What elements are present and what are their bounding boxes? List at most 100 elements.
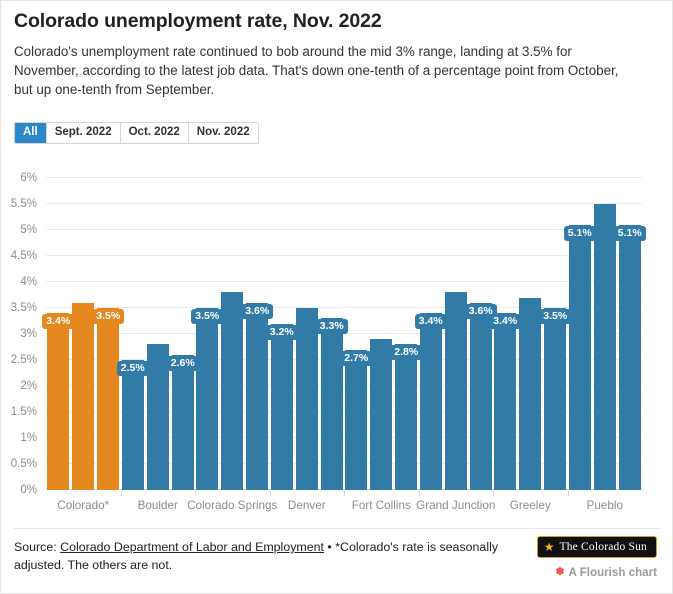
bar[interactable] — [419, 313, 442, 490]
bar-value-label: 3.4% — [489, 314, 522, 330]
bar[interactable] — [618, 224, 641, 490]
gridline — [46, 463, 642, 464]
chart-header: Colorado unemployment rate, Nov. 2022 Co… — [14, 10, 654, 99]
y-axis-tick-label: 3.5% — [10, 302, 37, 314]
bar[interactable] — [469, 302, 492, 490]
bar[interactable] — [270, 323, 293, 490]
chart-plot-area: 3.4% 3.5% 2.5% 2.6% 3.5% 3.6% 3.2% 3.3% 2.7% 2.8%… — [0, 165, 673, 520]
bar-value-label: 5.1% — [563, 225, 596, 241]
bar[interactable] — [519, 297, 542, 490]
sun-icon: ★ — [543, 540, 555, 554]
card-border-top — [0, 0, 673, 1]
card-border-left — [0, 0, 1, 594]
flourish-credit[interactable]: ❄ A Flourish chart — [555, 566, 657, 579]
flourish-flower-icon: ❄ — [555, 566, 565, 578]
gridline — [46, 177, 642, 178]
bar-value-label: 2.5% — [116, 360, 149, 376]
bar-value-label: 3.5% — [539, 308, 572, 324]
gridline — [46, 489, 642, 490]
bar-value-label: 5.1% — [613, 225, 646, 241]
y-axis-tick-label: 2% — [20, 380, 37, 392]
bar-value-label: 2.8% — [390, 345, 423, 361]
bar-value-label: 3.5% — [92, 308, 125, 324]
x-axis-tick-label: Pueblo — [586, 499, 623, 512]
bar-value-label: 3.3% — [315, 319, 348, 335]
x-axis-tick-label: Colorado Springs — [187, 499, 278, 512]
bar-value-label: 3.5% — [191, 308, 224, 324]
y-axis-tick-label: 5% — [20, 224, 37, 236]
x-axis-separator — [567, 490, 569, 496]
gridline — [46, 281, 642, 282]
bar[interactable] — [370, 339, 393, 490]
colorado-sun-logo-text: The Colorado Sun — [559, 541, 647, 553]
y-axis-tick-label: 4% — [20, 276, 37, 288]
bar[interactable] — [121, 360, 144, 490]
bar[interactable] — [221, 292, 244, 490]
bar-value-label: 2.7% — [340, 350, 373, 366]
bar-value-label: 3.6% — [464, 303, 497, 319]
chart-footer: Source: Colorado Department of Labor and… — [0, 528, 673, 594]
y-axis-tick-label: 5.5% — [10, 198, 37, 210]
bar[interactable] — [97, 308, 120, 490]
chart-subtitle: Colorado's unemployment rate continued t… — [14, 44, 619, 98]
footer-divider — [14, 528, 659, 529]
bar[interactable] — [544, 308, 567, 490]
bar[interactable] — [494, 313, 517, 490]
x-axis-tick-label: Boulder — [137, 499, 178, 512]
x-axis-tick-label: Greeley — [509, 499, 551, 512]
bar[interactable] — [246, 302, 269, 490]
month-filter-tabs[interactable]: All Sept. 2022 Oct. 2022 Nov. 2022 — [14, 122, 259, 144]
x-axis-tick-label: Fort Collins — [351, 499, 411, 512]
x-axis-separator — [344, 490, 345, 496]
gridline — [46, 411, 642, 412]
source-link[interactable]: Colorado Department of Labor and Employm… — [60, 540, 324, 554]
x-axis-separator — [269, 490, 271, 496]
gridline — [46, 385, 642, 386]
bar[interactable] — [593, 204, 616, 490]
bar[interactable] — [47, 313, 70, 490]
source-note: Source: Colorado Department of Labor and… — [14, 539, 514, 575]
bar[interactable] — [444, 292, 467, 490]
bar[interactable] — [171, 354, 194, 490]
page-title: Colorado unemployment rate, Nov. 2022 — [14, 10, 382, 32]
y-axis-tick-label: 0% — [20, 484, 37, 496]
x-axis-tick-label: Denver — [287, 499, 326, 512]
colorado-sun-logo[interactable]: ★ The Colorado Sun — [536, 536, 657, 558]
tab-nov-2022[interactable]: Nov. 2022 — [188, 123, 258, 143]
gridline — [46, 203, 642, 204]
x-axis-separator — [195, 490, 196, 496]
bar[interactable] — [295, 308, 318, 490]
bar[interactable] — [146, 344, 169, 490]
y-axis-tick-label: 2.5% — [10, 354, 37, 366]
tab-all[interactable]: All — [15, 123, 47, 143]
bar[interactable] — [345, 349, 368, 490]
y-axis-tick-label: 6% — [20, 172, 37, 184]
y-axis-tick-label: 4.5% — [10, 250, 37, 262]
y-axis-tick-label: 1.5% — [10, 406, 37, 418]
bar-value-label: 3.6% — [241, 303, 274, 319]
bar[interactable] — [568, 224, 591, 490]
bar[interactable] — [72, 302, 95, 490]
bar[interactable] — [395, 344, 418, 490]
bar[interactable] — [196, 308, 219, 490]
source-suffix: • *Colorado's rate is seasonally adjuste… — [14, 540, 499, 572]
gridline — [46, 255, 642, 256]
x-axis-separator — [418, 490, 420, 496]
bar-value-label: 3.2% — [265, 324, 298, 340]
gridline — [46, 437, 642, 438]
y-axis-tick-label: 3% — [20, 328, 37, 340]
bar[interactable] — [320, 318, 343, 490]
chart-canvas: 3.4% 3.5% 2.5% 2.6% 3.5% 3.6% 3.2% 3.3% 2.7% 2.8%… — [42, 177, 646, 490]
y-axis-tick-label: 0.5% — [10, 458, 37, 470]
bar-value-label: 2.6% — [166, 355, 199, 371]
bar-series-container: 3.4% 3.5% 2.5% 2.6% 3.5% 3.6% 3.2% 3.3% 2.7% 2.8%… — [42, 178, 646, 490]
tab-oct-2022[interactable]: Oct. 2022 — [120, 123, 189, 143]
bar-value-label: 3.4% — [414, 314, 447, 330]
x-axis-separator — [120, 490, 122, 496]
y-axis-tick-label: 1% — [20, 432, 37, 444]
tab-sept-2022[interactable]: Sept. 2022 — [46, 123, 121, 143]
x-axis-separator — [493, 490, 494, 496]
flourish-credit-label: A Flourish chart — [568, 566, 657, 579]
source-prefix: Source: — [14, 540, 61, 554]
